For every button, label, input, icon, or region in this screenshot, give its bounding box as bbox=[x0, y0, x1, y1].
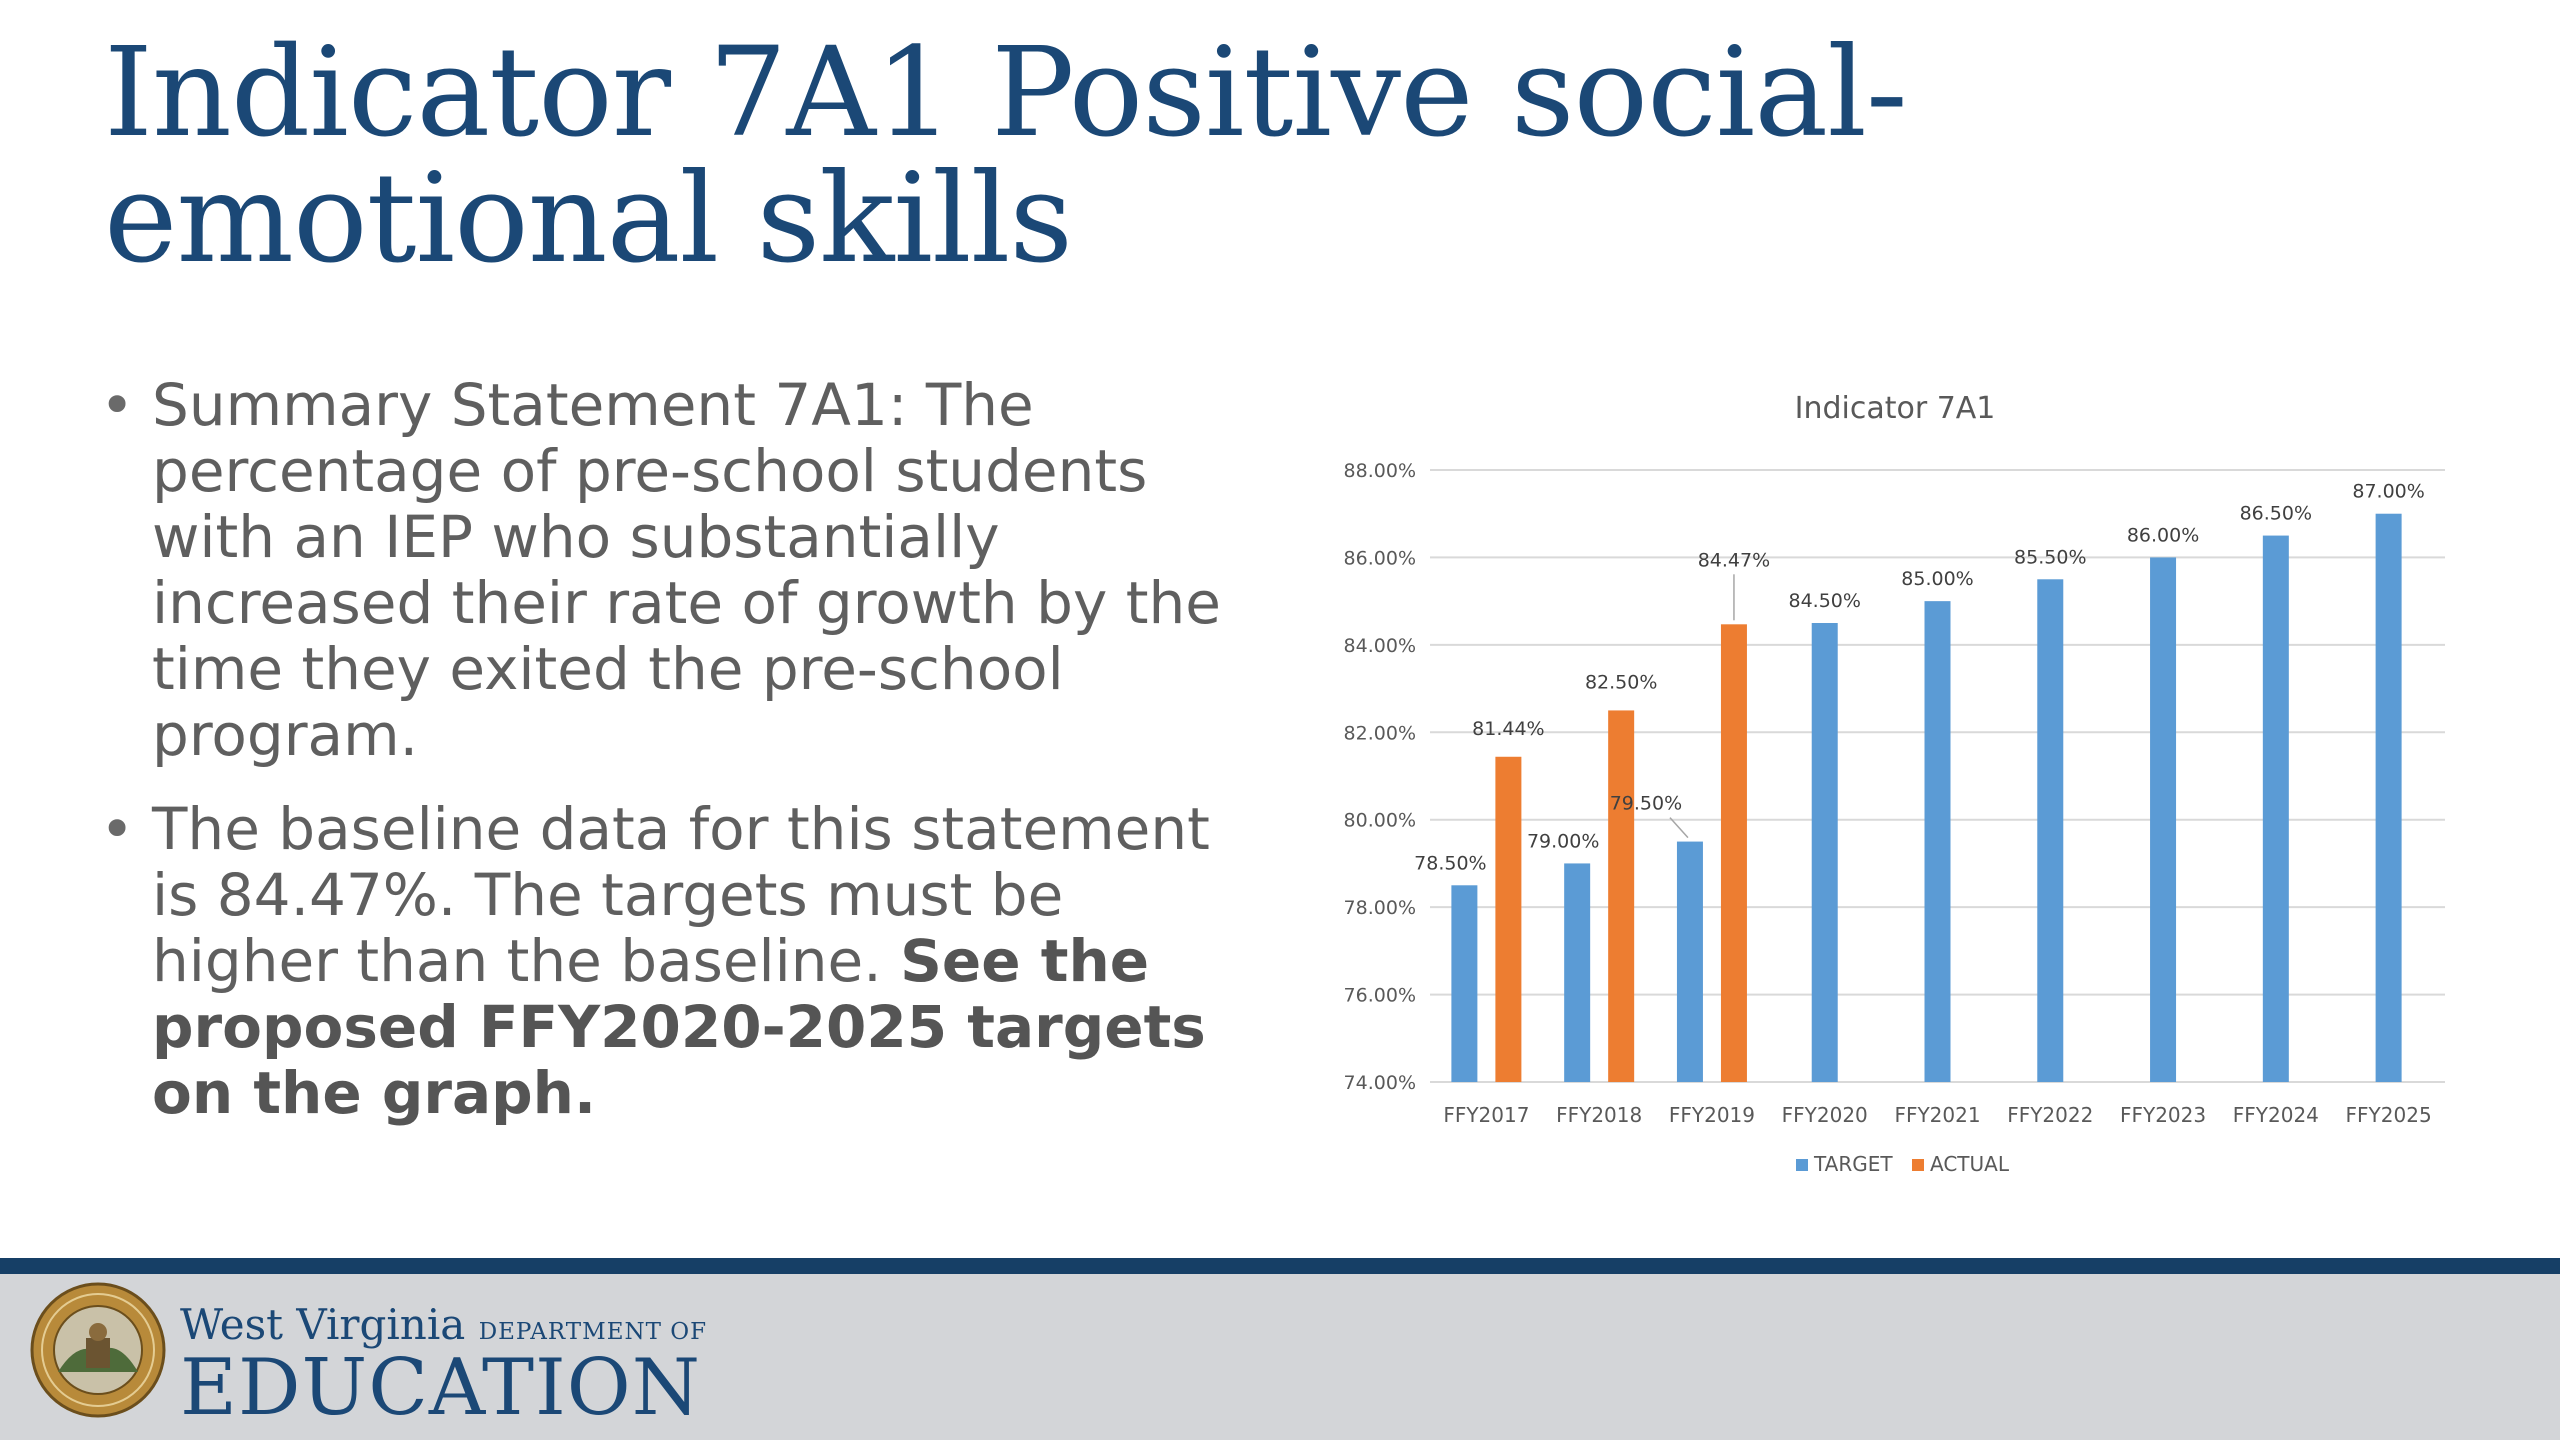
bullet-summary-text: Summary Statement 7A1: The percentage of… bbox=[152, 371, 1221, 769]
y-tick-label: 88.00% bbox=[1344, 460, 1416, 482]
slide-title: Indicator 7A1 Positive social-emotional … bbox=[104, 21, 1908, 291]
chart-title: Indicator 7A1 bbox=[1795, 391, 1996, 426]
leader-line bbox=[1669, 817, 1689, 839]
y-tick-label: 76.00% bbox=[1344, 985, 1416, 1007]
legend-label: TARGET bbox=[1813, 1152, 1893, 1176]
data-label-target: 87.00% bbox=[2352, 481, 2424, 503]
x-axis: FFY2017 FFY2018 FFY2019 FFY2020 FFY2021 FFY20… bbox=[1443, 1103, 2431, 1127]
bullet-list: Summary Statement 7A1: The percentage of… bbox=[96, 372, 1246, 1154]
bar-target bbox=[2262, 535, 2289, 1082]
data-label-actual: 82.50% bbox=[1585, 671, 1657, 693]
bar-target bbox=[1564, 863, 1591, 1082]
bar-target bbox=[1811, 623, 1838, 1082]
bullet-baseline: The baseline data for this statement is … bbox=[96, 796, 1246, 1126]
data-label-target: 86.00% bbox=[2127, 524, 2199, 546]
x-tick-label: FFY2021 bbox=[1894, 1103, 1980, 1127]
data-label-target: 78.50% bbox=[1414, 852, 1486, 874]
bar-target bbox=[2037, 579, 2064, 1082]
bar-chart: Indicator 7A1 74.00% 76.00% 78.00% 80.00% 82… bbox=[1344, 391, 2445, 1176]
org-name-text: West Virginia bbox=[180, 1300, 466, 1349]
x-tick-label: FFY2019 bbox=[1669, 1103, 1755, 1127]
y-tick-label: 74.00% bbox=[1344, 1072, 1416, 1094]
x-tick-label: FFY2020 bbox=[1782, 1103, 1868, 1127]
bar-target bbox=[1924, 601, 1951, 1082]
x-tick-label: FFY2024 bbox=[2233, 1103, 2319, 1127]
data-label-target: 79.00% bbox=[1527, 830, 1599, 852]
footer-rule bbox=[0, 1258, 2560, 1274]
bar-actual bbox=[1720, 624, 1747, 1082]
bullet-summary: Summary Statement 7A1: The percentage of… bbox=[96, 372, 1246, 768]
data-label-target: 86.50% bbox=[2240, 503, 2312, 525]
y-tick-label: 78.00% bbox=[1344, 897, 1416, 919]
y-tick-label: 82.00% bbox=[1344, 722, 1416, 744]
data-label-actual: 84.47% bbox=[1698, 549, 1770, 571]
data-label-target: 84.50% bbox=[1788, 590, 1860, 612]
org-main: EDUCATION bbox=[180, 1343, 701, 1433]
y-tick-label: 80.00% bbox=[1344, 810, 1416, 832]
org-name: West Virginia DEPARTMENT OF bbox=[180, 1300, 707, 1349]
y-axis: 74.00% 76.00% 78.00% 80.00% 82.00% 84.00% 86.0… bbox=[1344, 460, 1416, 1094]
bar-actual bbox=[1608, 710, 1635, 1082]
data-label-target: 85.50% bbox=[2014, 546, 2086, 568]
bar-target bbox=[1451, 885, 1478, 1082]
data-label-actual: 81.44% bbox=[1472, 718, 1544, 740]
chart-bars: 78.50% 81.44% 79.00% 82.50% 79.50% 84.47% 84.5… bbox=[1414, 481, 2425, 1082]
y-tick-label: 84.00% bbox=[1344, 635, 1416, 657]
bar-target bbox=[2375, 513, 2402, 1082]
footer-bar bbox=[0, 1274, 2560, 1440]
x-tick-label: FFY2025 bbox=[2346, 1103, 2432, 1127]
org-dept: DEPARTMENT OF bbox=[478, 1319, 708, 1345]
x-tick-label: FFY2018 bbox=[1556, 1103, 1642, 1127]
bar-target bbox=[2150, 557, 2177, 1082]
data-label-target: 79.50% bbox=[1610, 793, 1682, 815]
chart-legend: TARGET ACTUAL bbox=[1796, 1152, 2010, 1176]
state-seal-icon bbox=[30, 1282, 166, 1418]
bullet-baseline-text: The baseline data for this statement is … bbox=[152, 795, 1210, 995]
bar-actual bbox=[1495, 756, 1522, 1082]
legend-swatch bbox=[1796, 1159, 1808, 1171]
x-tick-label: FFY2017 bbox=[1443, 1103, 1529, 1127]
y-tick-label: 86.00% bbox=[1344, 547, 1416, 569]
bar-target bbox=[1676, 841, 1703, 1082]
x-tick-label: FFY2022 bbox=[2007, 1103, 2093, 1127]
x-tick-label: FFY2023 bbox=[2120, 1103, 2206, 1127]
legend-label: ACTUAL bbox=[1930, 1152, 2010, 1176]
legend-swatch bbox=[1912, 1159, 1924, 1171]
data-label-target: 85.00% bbox=[1901, 568, 1973, 590]
bullet-emphasis: See the proposed FFY2020-2025 targets on… bbox=[152, 927, 1206, 1127]
